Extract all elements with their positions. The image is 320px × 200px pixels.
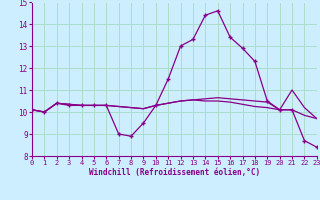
X-axis label: Windchill (Refroidissement éolien,°C): Windchill (Refroidissement éolien,°C) xyxy=(89,168,260,177)
